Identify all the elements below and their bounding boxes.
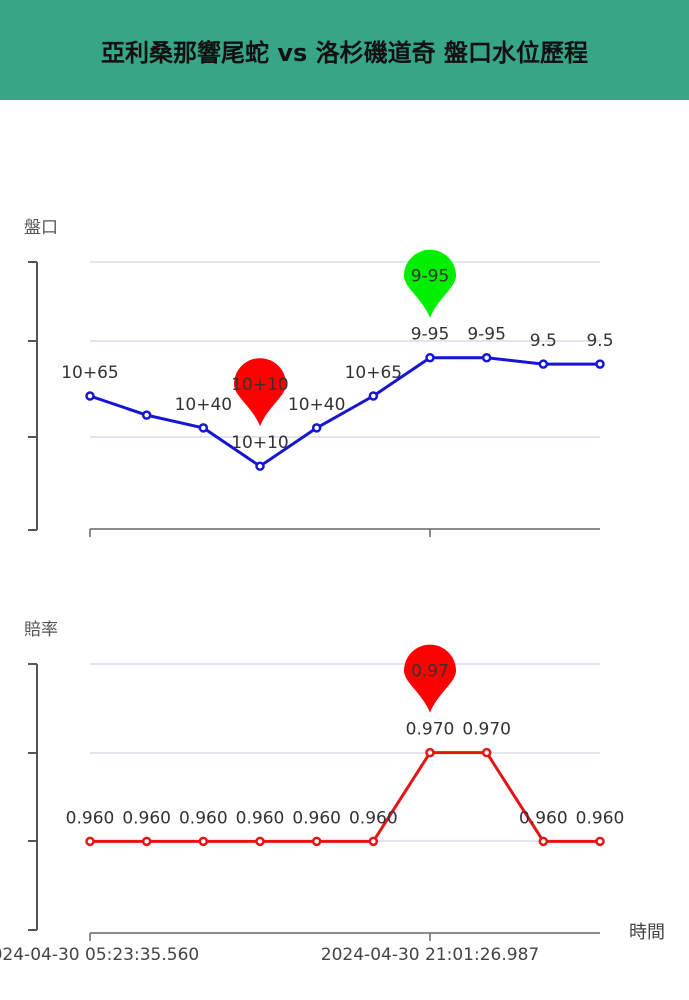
data-point xyxy=(368,836,379,847)
data-point xyxy=(141,836,152,847)
data-point xyxy=(311,836,322,847)
data-label: 9-95 xyxy=(411,325,450,345)
data-label: 0.960 xyxy=(576,808,625,828)
data-label: 9.5 xyxy=(530,331,557,351)
data-label: 0.970 xyxy=(406,720,455,740)
marker-pin xyxy=(404,644,456,713)
data-point xyxy=(538,359,549,369)
data-point xyxy=(85,836,95,847)
x-axis-label: 時間 xyxy=(629,922,665,943)
x-tick-label: 2024-04-30 05:23:35.560 xyxy=(0,945,199,965)
data-point xyxy=(595,836,605,847)
y-axis-label: 賠率 xyxy=(24,620,58,640)
marker-pin xyxy=(234,358,286,427)
data-label: 10+10 xyxy=(231,433,289,453)
data-point xyxy=(255,836,265,847)
data-point xyxy=(311,423,322,433)
data-label: 10+65 xyxy=(61,363,119,383)
data-label: 0.970 xyxy=(462,720,511,740)
data-label: 0.960 xyxy=(292,808,341,828)
data-label: 0.960 xyxy=(66,808,115,828)
odds-chart: 賠率 0.960 0.960 0.960 0.960 0.960 0.960 0.970 0.9… xyxy=(0,620,665,965)
marker-label: 0.97 xyxy=(411,662,449,682)
data-point xyxy=(425,747,435,758)
data-label: 10+40 xyxy=(288,395,346,415)
data-point xyxy=(198,423,209,433)
data-label: 0.960 xyxy=(179,808,228,828)
data-label: 0.960 xyxy=(349,808,398,828)
marker-pin xyxy=(404,249,456,318)
data-label: 0.960 xyxy=(122,808,171,828)
data-point xyxy=(481,747,492,758)
data-point xyxy=(141,410,152,420)
y-axis-label: 盤口 xyxy=(24,218,58,238)
data-label: 0.960 xyxy=(519,808,568,828)
marker-label: 9-95 xyxy=(411,267,450,287)
data-label: 9.5 xyxy=(586,331,613,351)
data-label: 10+40 xyxy=(175,395,233,415)
data-point xyxy=(85,391,95,401)
data-point xyxy=(595,359,605,369)
page-title: 亞利桑那響尾蛇 vs 洛杉磯道奇 盤口水位歷程 xyxy=(101,38,588,67)
x-tick-label: 2024-04-30 21:01:26.987 xyxy=(321,945,539,965)
data-point xyxy=(198,836,209,847)
data-point xyxy=(425,352,435,363)
data-point xyxy=(481,352,492,363)
series-line xyxy=(89,356,600,468)
data-point xyxy=(538,836,549,847)
data-point xyxy=(368,391,379,401)
marker-label: 10+10 xyxy=(231,375,289,395)
header: 亞利桑那響尾蛇 vs 洛杉磯道奇 盤口水位歷程 xyxy=(0,0,689,100)
data-label: 10+65 xyxy=(345,363,403,383)
data-point xyxy=(255,461,265,471)
data-label: 0.960 xyxy=(236,808,285,828)
series-line xyxy=(90,751,600,843)
data-label: 9-95 xyxy=(467,325,506,345)
